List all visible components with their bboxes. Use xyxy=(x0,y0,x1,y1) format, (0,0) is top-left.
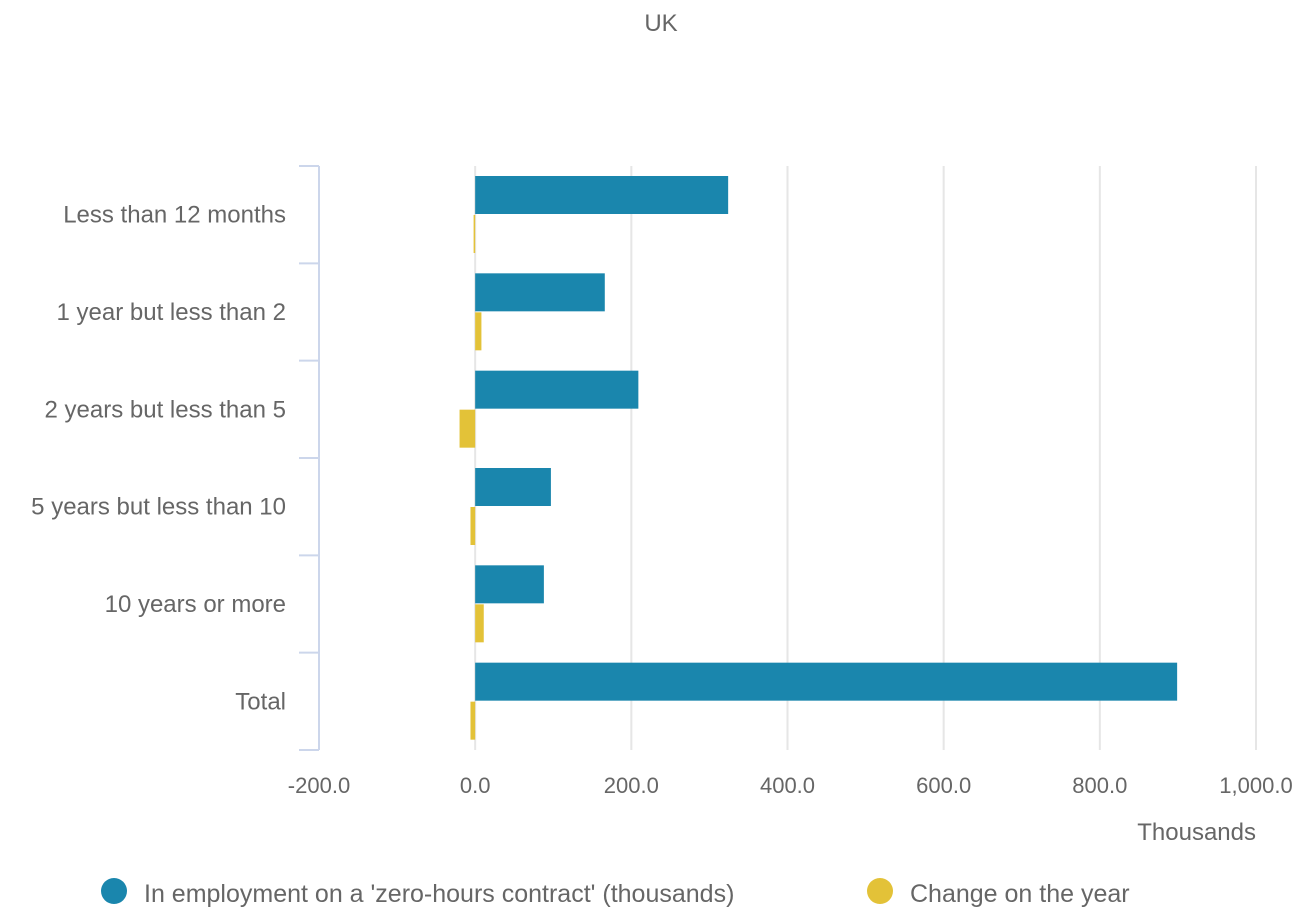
x-tick-label: 600.0 xyxy=(916,773,971,798)
legend-label[interactable]: Change on the year xyxy=(910,880,1130,908)
value-axis: -200.0 0.0 200.0 400.0 600.0 800.0 1,000.0 xyxy=(288,773,1293,798)
bar-series-1 xyxy=(475,370,639,409)
bar-series-2 xyxy=(470,701,476,740)
bar-series-2 xyxy=(475,604,484,643)
bar-series-1 xyxy=(475,565,544,604)
legend: In employment on a 'zero-hours contract'… xyxy=(101,878,1130,908)
category-label: 5 years but less than 10 xyxy=(31,494,286,521)
category-axis: Less than 12 months 1 year but less than … xyxy=(31,165,320,751)
gridlines xyxy=(474,166,1257,750)
x-tick-label: 1,000.0 xyxy=(1219,773,1292,798)
legend-marker xyxy=(867,878,893,904)
x-axis-title: Thousands xyxy=(1137,819,1256,846)
legend-marker xyxy=(101,878,127,904)
bar-series-1 xyxy=(475,176,729,214)
legend-label[interactable]: In employment on a 'zero-hours contract'… xyxy=(144,880,734,908)
bar-series-2 xyxy=(473,215,476,253)
bars xyxy=(459,176,1178,740)
category-label: 1 year but less than 2 xyxy=(57,299,286,326)
x-tick-label: 0.0 xyxy=(460,773,491,798)
bar-series-1 xyxy=(475,468,551,506)
x-tick-label: 200.0 xyxy=(604,773,659,798)
bar-series-1 xyxy=(475,662,1178,701)
category-label: Total xyxy=(235,688,286,715)
x-tick-label: 400.0 xyxy=(760,773,815,798)
category-label: 10 years or more xyxy=(105,591,286,618)
bar-series-2 xyxy=(459,409,476,448)
bar-series-2 xyxy=(470,507,476,545)
bar-series-2 xyxy=(475,312,482,351)
bar-series-1 xyxy=(475,273,605,312)
x-tick-label: 800.0 xyxy=(1072,773,1127,798)
chart-title: UK xyxy=(644,10,677,37)
category-label: Less than 12 months xyxy=(63,202,286,229)
x-tick-label: -200.0 xyxy=(288,773,350,798)
category-label: 2 years but less than 5 xyxy=(45,396,286,423)
